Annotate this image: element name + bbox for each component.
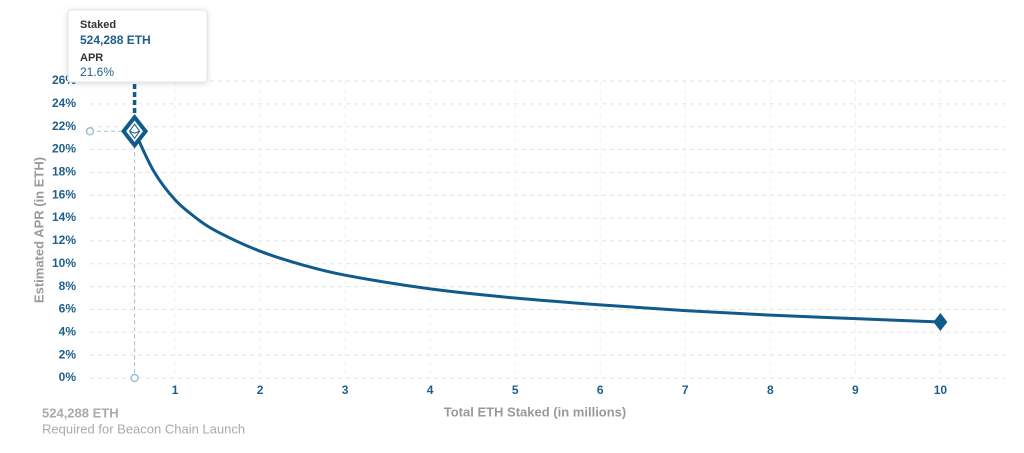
- y-tick-label: 0%: [59, 370, 77, 384]
- x-tick-label: 4: [427, 383, 434, 397]
- y-tick-label: 8%: [59, 279, 77, 293]
- y-tick-label: 10%: [52, 256, 76, 270]
- tooltip-label: APR: [80, 52, 103, 64]
- y-tick-label: 18%: [52, 165, 76, 179]
- point-marker: [933, 313, 948, 332]
- y-tick-label: 16%: [52, 187, 76, 201]
- y-tick-label: 20%: [52, 142, 76, 156]
- y-tick-label: 12%: [52, 233, 76, 247]
- y-tick-label: 4%: [59, 324, 77, 338]
- y-tick-label: 14%: [52, 210, 76, 224]
- apr-line: [133, 130, 941, 324]
- tooltip-label: Staked: [80, 19, 116, 31]
- tooltip-box: [67, 9, 208, 83]
- x-tick-label: 1: [172, 383, 179, 397]
- annotation-text: Required for Beacon Chain Launch: [42, 421, 245, 436]
- point-marker: [121, 114, 149, 149]
- annotation-value: 524,288 ETH: [42, 405, 119, 420]
- x-tick-label: 2: [257, 383, 264, 397]
- y-tick-label: 6%: [59, 302, 77, 316]
- x-tick-label: 8: [767, 383, 774, 397]
- guide-dot: [130, 373, 139, 383]
- x-tick-label: 3: [342, 383, 349, 397]
- y-axis-label: Estimated APR (in ETH): [31, 157, 46, 303]
- y-tick-label: 22%: [52, 119, 76, 133]
- eth-icon: [128, 123, 141, 140]
- y-tick-label: 24%: [52, 96, 76, 110]
- x-tick-label: 10: [934, 383, 948, 397]
- y-tick-label: 2%: [59, 347, 77, 361]
- tooltip-value: 524,288 ETH: [80, 33, 151, 47]
- guide-dot: [85, 127, 95, 136]
- x-tick-label: 9: [852, 383, 859, 397]
- x-axis-label: Total ETH Staked (in millions): [444, 404, 627, 419]
- x-tick-label: 6: [597, 383, 604, 397]
- tooltip-value: 21.6%: [80, 65, 114, 79]
- x-tick-label: 7: [682, 383, 689, 397]
- x-tick-label: 5: [512, 383, 519, 397]
